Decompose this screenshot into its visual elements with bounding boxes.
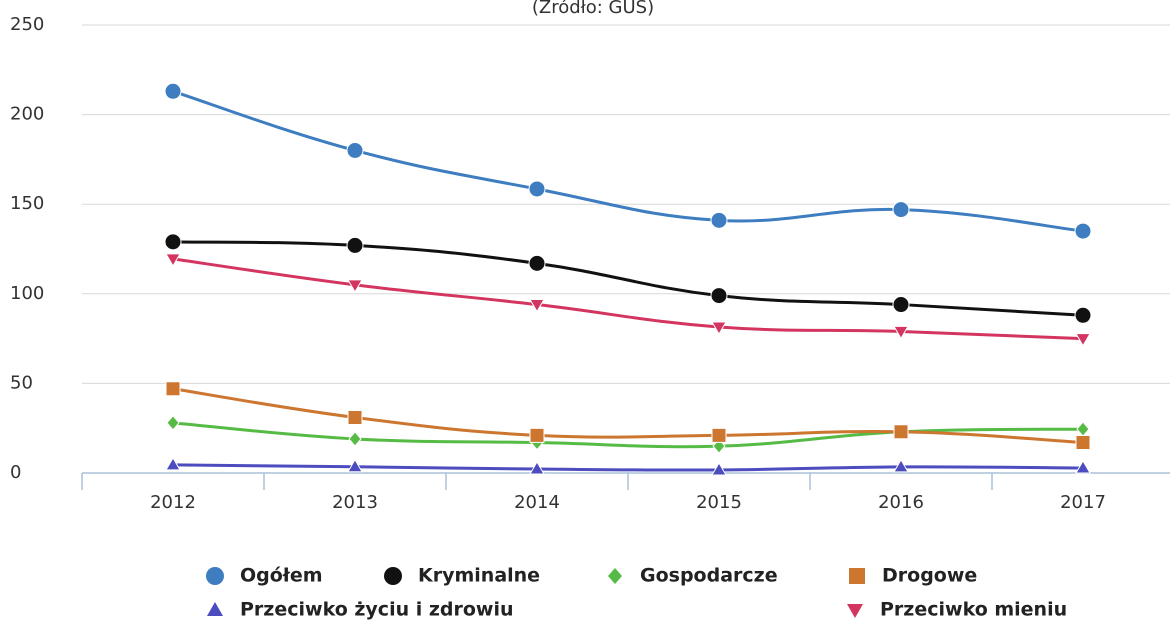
marker	[1075, 435, 1091, 451]
x-tick-label: 2015	[696, 492, 742, 513]
marker	[164, 233, 182, 251]
marker	[165, 456, 181, 471]
marker	[711, 427, 727, 443]
marker	[528, 180, 546, 198]
marker	[1074, 222, 1092, 240]
y-tick-label: 50	[10, 372, 33, 393]
y-tick-label: 250	[10, 14, 44, 35]
y-tick-label: 100	[10, 283, 44, 304]
marker	[710, 211, 728, 229]
chart-subtitle: (Źródło: GUS)	[532, 0, 654, 18]
marker	[893, 325, 909, 340]
x-tick-label: 2016	[878, 492, 924, 513]
marker	[1076, 421, 1090, 437]
y-tick-label: 200	[10, 104, 44, 125]
marker	[847, 604, 863, 618]
marker	[849, 568, 865, 584]
marker	[892, 296, 910, 314]
legend-label: Przeciwko mieniu	[880, 599, 1067, 621]
marker	[1075, 333, 1091, 347]
marker	[347, 409, 363, 425]
marker	[384, 567, 402, 585]
x-tick-label: 2017	[1060, 492, 1106, 513]
marker	[206, 567, 224, 585]
x-tick-label: 2014	[514, 492, 560, 513]
series-line	[172, 89, 1084, 233]
marker	[348, 431, 362, 447]
marker	[608, 568, 622, 584]
marker	[346, 141, 364, 159]
marker	[165, 381, 181, 397]
marker	[711, 461, 727, 476]
legend-label: Drogowe	[882, 565, 977, 587]
marker	[893, 424, 909, 440]
y-tick-label: 0	[10, 462, 21, 483]
legend-label: Gospodarcze	[640, 565, 778, 587]
y-tick-label: 150	[10, 193, 44, 214]
legend-label: Kryminalne	[418, 565, 540, 587]
legend: Ogółem Kryminalne Gospodarcze Drogowe Przeci…	[206, 565, 1067, 621]
marker	[529, 461, 545, 475]
marker	[892, 201, 910, 219]
x-tick-label: 2013	[332, 492, 378, 513]
marker	[346, 236, 364, 254]
series-line	[172, 240, 1084, 317]
marker	[711, 321, 727, 335]
x-tick-label: 2012	[150, 492, 196, 513]
series-line	[172, 463, 1084, 472]
series-line	[172, 421, 1084, 449]
marker	[529, 299, 545, 313]
marker	[166, 415, 180, 431]
marker	[1075, 459, 1091, 474]
marker	[710, 287, 728, 305]
marker	[1074, 306, 1092, 324]
marker	[347, 279, 363, 293]
marker	[529, 427, 545, 443]
marker	[347, 458, 363, 473]
series-line	[172, 387, 1084, 445]
legend-label: Przeciwko życiu i zdrowiu	[240, 599, 514, 621]
marker	[164, 82, 182, 100]
marker	[207, 602, 223, 616]
marker	[165, 253, 181, 267]
legend-label: Ogółem	[240, 565, 323, 587]
marker	[528, 254, 546, 272]
series-line	[172, 257, 1084, 341]
marker	[893, 458, 909, 473]
